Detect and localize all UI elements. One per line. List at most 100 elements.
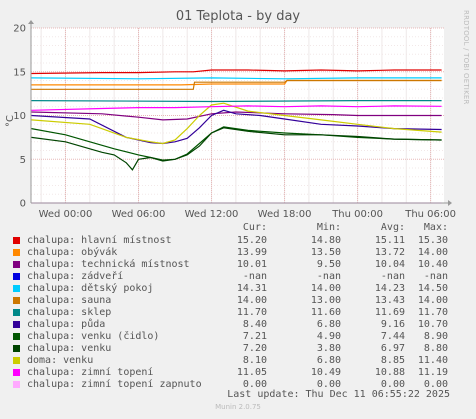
legend-avg: 6.97 (380, 343, 405, 354)
legend-row: doma: venku 8.10 6.80 8.85 11.40 (0, 355, 476, 367)
series-line (31, 102, 442, 145)
x-axis-arrow (448, 200, 452, 206)
header-avg: Avg: (380, 222, 405, 233)
legend-row: chalupa: zádveří -nan -nan -nan -nan (0, 271, 476, 283)
legend-max: 10.70 (417, 319, 448, 330)
legend-min: 9.50 (316, 259, 341, 270)
legend-row: chalupa: půda 8.40 6.80 9.16 10.70 (0, 319, 476, 331)
legend-label: chalupa: technická místnost (27, 259, 190, 270)
legend-swatch (13, 261, 20, 268)
legend-min: 10.49 (310, 367, 341, 378)
legend-max: 11.70 (417, 307, 448, 318)
legend-cur: -nan (242, 271, 267, 282)
chart-plot: Wed 00:00 Wed 06:00 Wed 12:00 Wed 18:00 Thu … (5, 20, 456, 219)
x-tick-label: Wed 00:00 (39, 209, 93, 219)
header-cur: Cur: (242, 222, 267, 233)
legend-avg: 9.16 (380, 319, 405, 330)
legend-cur: 0.00 (242, 379, 267, 390)
legend-cur: 10.01 (236, 259, 267, 270)
legend-min: 6.80 (316, 319, 341, 330)
legend-avg: 0.00 (380, 379, 405, 390)
legend-swatch (13, 237, 20, 244)
legend-min: 4.90 (316, 331, 341, 342)
legend-min: 0.00 (316, 379, 341, 390)
legend-max: 0.00 (423, 379, 448, 390)
legend-min: 11.60 (310, 307, 341, 318)
legend-avg: 10.88 (374, 367, 405, 378)
series-line (31, 79, 442, 90)
legend-swatch (13, 333, 20, 340)
series-line (31, 111, 442, 121)
legend-label: chalupa: venku (čidlo) (27, 331, 160, 342)
header-min: Min: (316, 222, 341, 233)
legend-cur: 7.20 (242, 343, 267, 354)
legend-swatch (13, 273, 20, 280)
legend-cur: 14.00 (236, 295, 267, 306)
series-line (31, 105, 442, 111)
legend-avg: 11.69 (374, 307, 405, 318)
y-tick-label: 15 (13, 67, 26, 78)
munin-version: Munin 2.0.75 (215, 403, 261, 411)
legend-label: chalupa: zimní topení zapnuto (27, 379, 202, 390)
legend-cur: 15.20 (236, 235, 267, 246)
legend-avg: 13.72 (374, 247, 405, 258)
legend-min: 13.00 (310, 295, 341, 306)
legend-row: chalupa: obývák 13.99 13.50 13.72 14.00 (0, 247, 476, 259)
legend-max: 15.30 (417, 235, 448, 246)
legend-swatch (13, 309, 20, 316)
axes: Wed 00:00 Wed 06:00 Wed 12:00 Wed 18:00 Thu … (13, 20, 456, 219)
legend-avg: 8.85 (380, 355, 405, 366)
x-tick-label: Thu 06:00 (404, 209, 456, 219)
legend-cur: 8.40 (242, 319, 267, 330)
legend-max: 8.80 (423, 343, 448, 354)
legend-cur: 7.21 (242, 331, 267, 342)
series-line (31, 77, 442, 80)
legend-min: 3.80 (316, 343, 341, 354)
legend-cur: 8.10 (242, 355, 267, 366)
header-max: Max: (423, 222, 448, 233)
legend-row: chalupa: dětský pokoj 14.31 14.00 14.23 14.5… (0, 283, 476, 295)
legend-row: chalupa: venku 7.20 3.80 6.97 8.80 (0, 343, 476, 355)
legend-cur: 14.31 (236, 283, 267, 294)
series-line (31, 69, 442, 75)
legend-max: 11.19 (417, 367, 448, 378)
legend-label: chalupa: obývák (27, 247, 118, 258)
legend-label: chalupa: sklep (27, 307, 112, 318)
series-line (31, 127, 442, 171)
legend-avg: 13.43 (374, 295, 405, 306)
legend-swatch (13, 357, 20, 364)
legend-avg: 14.23 (374, 283, 405, 294)
legend-avg: -nan (380, 271, 405, 282)
legend-max: 8.90 (423, 331, 448, 342)
x-tick-label: Wed 12:00 (185, 209, 239, 219)
legend-header: Cur: Min: Avg: Max: (0, 222, 476, 234)
x-tick-label: Wed 18:00 (258, 209, 312, 219)
legend-min: 6.80 (316, 355, 341, 366)
y-axis-arrow (28, 20, 34, 24)
legend-cur: 11.05 (236, 367, 267, 378)
legend-swatch (13, 285, 20, 292)
legend-label: chalupa: zimní topení (27, 367, 154, 378)
legend-max: 14.00 (417, 295, 448, 306)
legend-max: 10.40 (417, 259, 448, 270)
legend-min: 13.50 (310, 247, 341, 258)
legend-avg: 10.04 (374, 259, 405, 270)
legend-max: 14.00 (417, 247, 448, 258)
legend-swatch (13, 345, 20, 352)
legend-label: doma: venku (27, 355, 94, 366)
legend-swatch (13, 321, 20, 328)
legend-row: chalupa: hlavní místnost 15.20 14.80 15.11 1… (0, 235, 476, 247)
legend-row: chalupa: sklep 11.70 11.60 11.69 11.70 (0, 307, 476, 319)
legend-label: chalupa: půda (27, 319, 106, 330)
legend-min: -nan (316, 271, 341, 282)
legend-min: 14.80 (310, 235, 341, 246)
legend-swatch (13, 381, 20, 388)
y-axis-label: °C (5, 115, 16, 127)
y-tick-label: 10 (13, 111, 26, 122)
legend-label: chalupa: dětský pokoj (27, 283, 154, 294)
legend-max: -nan (423, 271, 448, 282)
legend-avg: 15.11 (374, 235, 405, 246)
legend-row: chalupa: sauna 14.00 13.00 13.43 14.00 (0, 295, 476, 307)
legend-row: chalupa: venku (čidlo) 7.21 4.90 7.44 8.90 (0, 331, 476, 343)
x-tick-label: Wed 06:00 (112, 209, 166, 219)
